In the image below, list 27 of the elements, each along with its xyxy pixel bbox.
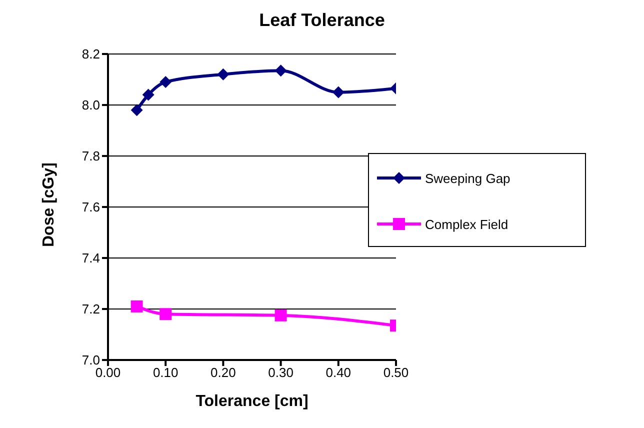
legend-label: Complex Field [425, 216, 508, 232]
x-tick-label: 0.30 [268, 365, 294, 380]
y-tick-label: 7.0 [82, 352, 100, 368]
point [130, 104, 143, 116]
x-tick-label: 0.40 [326, 365, 352, 380]
y-tick-label: 7.4 [82, 250, 100, 266]
legend-label: Sweeping Gap [425, 170, 510, 186]
chart-title: Leaf Tolerance [258, 10, 386, 31]
x-tick-label: 0.10 [152, 365, 178, 380]
y-axis-title: Dose [cGy] [40, 162, 58, 247]
y-tick-label: 7.2 [82, 302, 100, 317]
point [160, 308, 172, 320]
point [160, 76, 172, 88]
y-tick-label: 7.8 [82, 148, 100, 164]
point [142, 88, 154, 101]
point [130, 300, 143, 312]
y-tick-label: 8.2 [82, 46, 100, 62]
point [274, 64, 287, 77]
y-tick-label: 8.0 [82, 98, 100, 113]
point [332, 86, 344, 98]
x-tick-label: 0.50 [383, 365, 409, 380]
point [274, 309, 287, 322]
point [217, 68, 230, 80]
x-tick-label: 0.20 [210, 365, 236, 380]
y-tick-label: 7.6 [82, 200, 100, 215]
x-tick-label: 0.00 [95, 365, 121, 380]
x-axis-title: Tolerance [cm] [196, 393, 308, 410]
